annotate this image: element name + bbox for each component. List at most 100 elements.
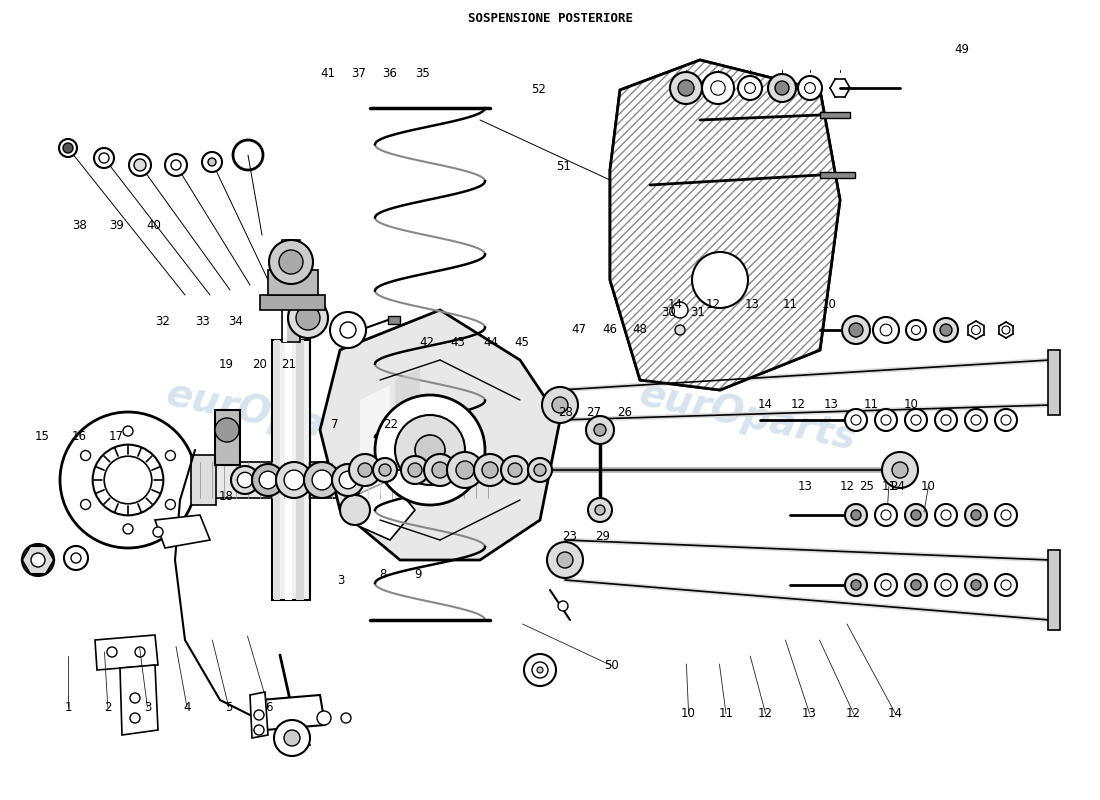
- Text: 51: 51: [556, 160, 571, 173]
- Circle shape: [911, 580, 921, 590]
- Circle shape: [940, 580, 952, 590]
- Circle shape: [252, 464, 284, 496]
- Text: 12: 12: [705, 298, 720, 310]
- Circle shape: [317, 711, 331, 725]
- Text: 41: 41: [320, 67, 336, 80]
- Circle shape: [534, 464, 546, 476]
- Circle shape: [804, 82, 815, 94]
- Text: 10: 10: [822, 298, 837, 310]
- Polygon shape: [610, 60, 840, 390]
- Text: 25: 25: [859, 480, 874, 493]
- Circle shape: [408, 463, 422, 477]
- Circle shape: [672, 302, 688, 318]
- Circle shape: [557, 552, 573, 568]
- Text: 42: 42: [419, 336, 435, 349]
- Text: 4: 4: [184, 701, 190, 714]
- Text: 29: 29: [595, 530, 610, 542]
- Text: 16: 16: [72, 430, 87, 442]
- Text: 48: 48: [632, 323, 648, 336]
- Circle shape: [107, 647, 117, 657]
- Circle shape: [94, 148, 114, 168]
- Circle shape: [935, 409, 957, 431]
- Circle shape: [768, 74, 796, 102]
- Circle shape: [134, 159, 146, 171]
- Circle shape: [971, 415, 981, 425]
- Circle shape: [874, 409, 896, 431]
- Text: 10: 10: [681, 707, 696, 720]
- Circle shape: [508, 463, 522, 477]
- Circle shape: [339, 471, 356, 489]
- Circle shape: [528, 458, 552, 482]
- Text: 40: 40: [146, 219, 162, 232]
- Circle shape: [940, 510, 952, 520]
- Circle shape: [214, 418, 239, 442]
- Circle shape: [851, 415, 861, 425]
- Text: 11: 11: [864, 398, 879, 411]
- Circle shape: [874, 574, 896, 596]
- Polygon shape: [395, 368, 420, 500]
- Circle shape: [123, 426, 133, 436]
- Circle shape: [340, 322, 356, 338]
- Circle shape: [284, 730, 300, 746]
- Polygon shape: [360, 385, 390, 505]
- Circle shape: [851, 580, 861, 590]
- Circle shape: [678, 80, 694, 96]
- Circle shape: [456, 461, 474, 479]
- Circle shape: [911, 415, 921, 425]
- Circle shape: [881, 580, 891, 590]
- Circle shape: [524, 654, 556, 686]
- Polygon shape: [610, 60, 840, 390]
- Text: 43: 43: [450, 336, 465, 349]
- Circle shape: [905, 574, 927, 596]
- Text: 50: 50: [604, 659, 619, 672]
- Circle shape: [208, 158, 216, 166]
- Circle shape: [586, 416, 614, 444]
- Circle shape: [500, 456, 529, 484]
- Circle shape: [532, 662, 548, 678]
- Circle shape: [965, 409, 987, 431]
- Polygon shape: [260, 295, 324, 310]
- Circle shape: [971, 510, 981, 520]
- Circle shape: [288, 298, 328, 338]
- Circle shape: [537, 667, 543, 673]
- Text: 12: 12: [846, 707, 861, 720]
- Circle shape: [1001, 580, 1011, 590]
- Polygon shape: [282, 240, 300, 342]
- Circle shape: [238, 472, 253, 488]
- Circle shape: [711, 81, 725, 95]
- Circle shape: [72, 553, 81, 563]
- Circle shape: [906, 320, 926, 340]
- Circle shape: [845, 574, 867, 596]
- Circle shape: [776, 81, 789, 95]
- Circle shape: [874, 504, 896, 526]
- Circle shape: [340, 495, 370, 525]
- Circle shape: [905, 504, 927, 526]
- Text: SOSPENSIONE POSTERIORE: SOSPENSIONE POSTERIORE: [468, 12, 632, 25]
- Polygon shape: [191, 455, 216, 505]
- Circle shape: [63, 143, 73, 153]
- Text: 14: 14: [758, 398, 773, 411]
- Circle shape: [31, 553, 45, 567]
- Circle shape: [279, 250, 302, 274]
- Circle shape: [254, 710, 264, 720]
- Circle shape: [882, 452, 918, 488]
- Circle shape: [129, 154, 151, 176]
- Text: 11: 11: [718, 707, 734, 720]
- Circle shape: [595, 505, 605, 515]
- Circle shape: [851, 510, 861, 520]
- Circle shape: [996, 504, 1018, 526]
- Circle shape: [260, 471, 277, 489]
- Text: 52: 52: [531, 83, 547, 96]
- Circle shape: [594, 424, 606, 436]
- Text: 13: 13: [798, 480, 813, 493]
- Polygon shape: [820, 172, 855, 178]
- Circle shape: [996, 409, 1018, 431]
- Text: 39: 39: [109, 219, 124, 232]
- Text: 31: 31: [690, 306, 705, 318]
- Circle shape: [254, 725, 264, 735]
- Polygon shape: [345, 480, 415, 540]
- Circle shape: [558, 601, 568, 611]
- Circle shape: [104, 456, 152, 504]
- Polygon shape: [214, 410, 240, 465]
- Text: 26: 26: [617, 406, 632, 419]
